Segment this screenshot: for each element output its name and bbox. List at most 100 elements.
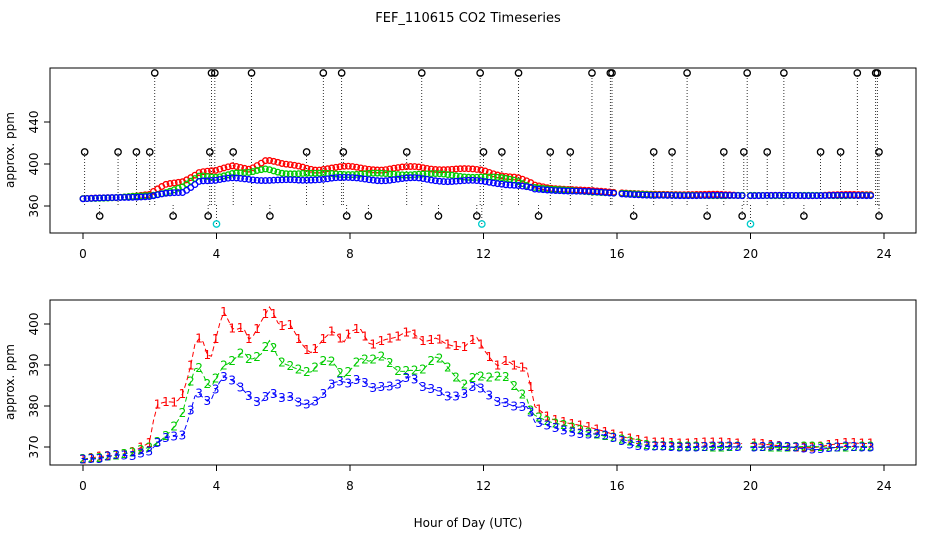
top-outlier-marker-low-3 [266, 212, 274, 220]
top-series-3-point-71 [373, 177, 381, 185]
top-series-3-point-75 [390, 176, 398, 184]
bottom-series-2-point-68: 2 [361, 353, 369, 367]
bottom-x-tick-label-4: 16 [609, 479, 624, 493]
top-series-3-point-143 [672, 192, 680, 200]
top-series-3-point-60 [328, 174, 336, 182]
bottom-series-2-point-80: 2 [411, 364, 419, 378]
bottom-series-2-point-12: 2 [129, 446, 137, 460]
top-outlier-marker-low-12 [800, 212, 808, 220]
bottom-series-1-point-58: 1 [320, 332, 328, 346]
bottom-series-1-point-174: 1 [801, 441, 809, 455]
bottom-series-3-point-74: 3 [386, 380, 394, 394]
top-series-3-point-165 [763, 192, 771, 199]
top-series-3-point-190 [867, 192, 875, 200]
top-series-1-point-21 [166, 180, 174, 187]
top-series-3-point-104 [510, 181, 518, 189]
bottom-series-1-point-54: 1 [303, 343, 311, 357]
bottom-series-3-point-126: 3 [602, 429, 610, 443]
top-series-1-point-20 [162, 180, 170, 188]
top-series-3-point-81 [415, 174, 423, 182]
top-series-3-point-155 [722, 191, 730, 199]
bottom-series-3-point-80: 3 [411, 372, 419, 386]
bottom-series-1-point-28: 1 [195, 332, 203, 346]
bottom-series-3-point-60: 3 [328, 377, 336, 391]
bottom-series-3-point-0: 3 [79, 453, 87, 467]
top-series-3-point-5 [100, 194, 108, 202]
top-series-3-point-140 [659, 191, 667, 199]
top-series-1-point-96 [477, 166, 485, 174]
bottom-series-1-point-100: 1 [494, 359, 502, 373]
top-series-3-point-59 [324, 175, 332, 183]
bottom-series-3-point-2: 3 [87, 452, 95, 466]
top-series-3-point-62 [336, 174, 344, 181]
bottom-series-2-point-40: 2 [245, 352, 253, 366]
top-series-3-point-65 [349, 174, 356, 182]
bottom-series-1-point-2: 1 [87, 451, 95, 465]
top-series-3-point-46 [270, 176, 278, 184]
top-series-1-point-70 [369, 166, 377, 174]
top-series-3-point-48 [278, 176, 286, 184]
top-series-2-point-77 [398, 171, 406, 179]
top-outlier-marker-high-9 [588, 69, 596, 77]
bottom-series-2-point-56: 2 [311, 360, 319, 374]
bottom-series-3-point-44: 3 [262, 390, 270, 404]
bottom-series-3-point-166: 3 [767, 440, 775, 454]
bottom-series-1-point-142: 1 [668, 436, 676, 450]
top-series-3-point-80 [411, 174, 419, 182]
bottom-series-1-point-130: 1 [618, 430, 626, 444]
bottom-series-1-point-42: 1 [253, 322, 261, 336]
top-series-3-point-55 [307, 176, 315, 184]
bottom-series-3-point-138: 3 [651, 439, 659, 453]
bottom-series-3-point-162: 3 [751, 441, 759, 455]
bottom-series-1-point-96: 1 [477, 338, 485, 352]
bottom-series-2-point-20: 2 [162, 429, 170, 443]
top-series-1-point-46 [270, 157, 278, 165]
top-series-3-point-78 [402, 174, 410, 182]
top-series-3-point-188 [858, 192, 866, 200]
top-series-3-point-50 [286, 176, 294, 184]
bottom-series-3-point-190: 3 [867, 441, 875, 455]
top-series-3-point-11 [125, 193, 133, 201]
top-series-1-point-66 [353, 163, 361, 171]
bottom-series-3-point-26: 3 [187, 404, 195, 418]
bottom-series-3-point-54: 3 [303, 397, 311, 411]
bottom-series-2-point-158: 2 [734, 440, 742, 454]
top-series-1-point-50 [286, 161, 294, 169]
top-outlier-marker-low-7 [472, 212, 481, 220]
bottom-series-2-point-136: 2 [643, 438, 651, 452]
bottom-series-3-point-152: 3 [709, 440, 717, 454]
top-outlier-marker-mid-5 [229, 148, 238, 156]
top-series-2-point-91 [456, 172, 464, 180]
bottom-series-2-point-174: 2 [801, 439, 809, 453]
top-series-3-point-15 [141, 193, 149, 201]
top-series-3-point-118 [568, 187, 576, 195]
bottom-series-2-point-114: 2 [552, 416, 560, 430]
top-series-3-point-181 [829, 191, 837, 199]
top-series-3-point-119 [572, 187, 580, 195]
bottom-series-2-point-142: 2 [668, 439, 676, 453]
bottom-series-1-point-170: 1 [784, 440, 792, 454]
bottom-series-2-point-180: 2 [825, 440, 833, 454]
bottom-series-3-point-64: 3 [344, 377, 352, 391]
bottom-series-1-point-132: 1 [626, 431, 634, 445]
bottom-series-3-point-188: 3 [859, 440, 867, 454]
top-series-3-point-96 [477, 177, 485, 185]
top-series-3-point-16 [145, 193, 153, 201]
top-series-2-point-100 [494, 173, 502, 181]
top-series-3-point-53 [299, 176, 307, 184]
top-outlier-marker-high-14 [780, 69, 788, 77]
bottom-series-2-point-18: 2 [154, 435, 162, 449]
bottom-series-1-point-178: 1 [817, 440, 825, 454]
top-outlier-marker-mid-20 [875, 148, 883, 156]
top-series-3-point-111 [539, 186, 547, 194]
bottom-series-3-point-40: 3 [245, 389, 253, 403]
top-series-3-point-79 [407, 174, 414, 182]
bottom-series-1-point-92: 1 [461, 340, 469, 354]
bottom-series-1-point-36: 1 [228, 321, 236, 335]
bottom-series-3-point-114: 3 [552, 421, 560, 435]
top-outlier-marker-low-11 [738, 212, 747, 220]
bottom-series-1-point-136: 1 [643, 434, 651, 448]
top-series-3-point-56 [311, 176, 319, 184]
bottom-series-1-point-44: 1 [262, 307, 270, 321]
top-series-3-point-108 [527, 183, 535, 191]
